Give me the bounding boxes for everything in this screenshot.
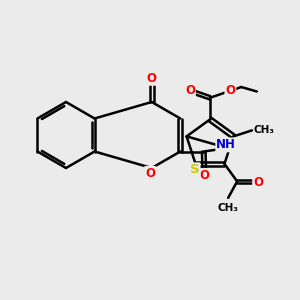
Text: O: O bbox=[145, 167, 155, 180]
Text: O: O bbox=[147, 72, 157, 85]
Text: O: O bbox=[225, 84, 236, 98]
Text: O: O bbox=[185, 84, 195, 98]
Text: O: O bbox=[199, 169, 209, 182]
Text: CH₃: CH₃ bbox=[254, 125, 275, 135]
Text: NH: NH bbox=[216, 138, 236, 152]
Text: S: S bbox=[190, 164, 200, 176]
Text: O: O bbox=[253, 176, 263, 189]
Text: CH₃: CH₃ bbox=[218, 203, 239, 213]
